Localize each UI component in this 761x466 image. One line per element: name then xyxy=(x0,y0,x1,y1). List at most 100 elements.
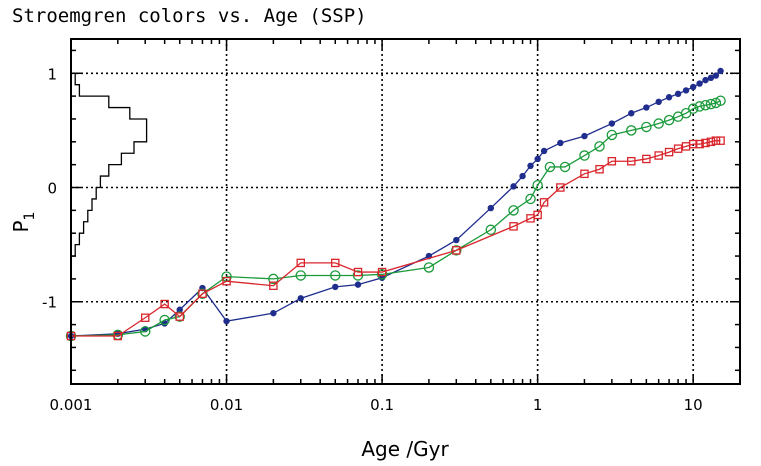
data-point xyxy=(674,90,682,98)
chart-title: Stroemgren colors vs. Age (SSP) xyxy=(12,5,367,27)
data-point xyxy=(682,87,690,94)
data-point xyxy=(161,320,168,327)
data-point xyxy=(295,270,307,281)
data-point xyxy=(702,76,709,84)
data-point xyxy=(297,295,304,302)
data-point xyxy=(296,258,306,268)
data-point xyxy=(595,164,604,174)
data-point xyxy=(509,222,518,231)
x-tick-label: 10 xyxy=(684,396,703,414)
data-point xyxy=(580,169,589,179)
y-axis-label: P1 xyxy=(9,212,38,233)
data-point xyxy=(139,326,151,337)
data-point xyxy=(451,245,462,256)
data-point xyxy=(711,136,721,145)
data-point xyxy=(689,83,697,91)
inset-histogram xyxy=(71,72,148,257)
data-point xyxy=(197,288,208,300)
data-point xyxy=(663,114,675,126)
data-point xyxy=(270,309,277,317)
data-point xyxy=(701,138,710,148)
data-point xyxy=(198,289,207,299)
data-point xyxy=(665,94,673,101)
data-point xyxy=(533,210,542,220)
data-point xyxy=(581,132,588,140)
data-point xyxy=(707,74,715,82)
tick-labels: 0.001 0.01 0.1 1 10 -1 0 1 xyxy=(42,65,703,414)
series-line xyxy=(70,70,722,337)
data-point xyxy=(223,317,230,325)
data-point xyxy=(705,98,717,110)
data-point xyxy=(643,104,650,111)
data-point xyxy=(673,144,683,153)
data-point xyxy=(579,150,590,161)
data-point xyxy=(352,270,364,281)
data-point xyxy=(655,98,662,106)
data-point xyxy=(607,156,617,166)
y-axis-label-subscript: 1 xyxy=(22,212,38,221)
data-point xyxy=(268,273,279,285)
data-point xyxy=(453,236,460,244)
series-line xyxy=(71,140,721,337)
y-tick-label: 0 xyxy=(47,180,57,198)
data-point xyxy=(654,151,663,160)
series-1 xyxy=(67,67,724,340)
data-point xyxy=(527,162,534,170)
data-point xyxy=(174,311,185,322)
data-point xyxy=(688,139,698,149)
data-point xyxy=(706,137,716,147)
data-point xyxy=(525,193,536,205)
series-3 xyxy=(66,136,725,341)
data-point xyxy=(696,80,703,87)
y-tick-label: -1 xyxy=(42,294,57,312)
series-group xyxy=(65,67,726,342)
data-point xyxy=(653,118,664,129)
data-point xyxy=(452,246,461,255)
data-point xyxy=(332,283,339,291)
data-point xyxy=(269,281,278,291)
data-point xyxy=(695,139,704,149)
data-point xyxy=(330,270,341,281)
data-point xyxy=(544,161,556,173)
data-point xyxy=(331,258,340,268)
data-point xyxy=(113,331,123,341)
data-point xyxy=(694,101,705,112)
data-point xyxy=(510,183,517,190)
axis-ticks xyxy=(70,39,741,384)
data-point xyxy=(700,100,711,111)
data-point xyxy=(557,139,564,147)
data-point xyxy=(376,269,388,280)
data-point xyxy=(423,262,435,273)
data-point xyxy=(628,110,635,117)
data-point xyxy=(664,147,674,157)
data-point xyxy=(559,161,571,173)
data-point xyxy=(641,121,652,133)
data-point xyxy=(642,154,651,164)
data-point xyxy=(353,267,363,277)
data-point xyxy=(222,276,231,286)
y-axis-label-main: P xyxy=(9,220,33,232)
data-point xyxy=(487,204,495,212)
data-point xyxy=(716,136,725,145)
series-line xyxy=(70,100,721,337)
data-point xyxy=(485,224,497,236)
y-tick-label: 1 xyxy=(47,65,57,83)
x-tick-label: 1 xyxy=(533,396,543,414)
x-tick-label: 0.01 xyxy=(210,396,243,414)
data-point xyxy=(539,198,549,207)
data-point xyxy=(594,141,605,152)
data-point xyxy=(534,155,541,163)
x-tick-label: 0.001 xyxy=(50,396,93,414)
data-point xyxy=(159,314,170,326)
data-point xyxy=(377,267,387,277)
data-point xyxy=(540,147,548,155)
plot-frame xyxy=(70,38,741,385)
data-point xyxy=(519,172,526,180)
data-point xyxy=(717,67,724,75)
data-point xyxy=(508,205,519,216)
data-point xyxy=(175,312,184,321)
x-tick-label: 0.1 xyxy=(370,396,394,414)
data-point xyxy=(687,103,699,114)
data-point xyxy=(712,72,720,79)
